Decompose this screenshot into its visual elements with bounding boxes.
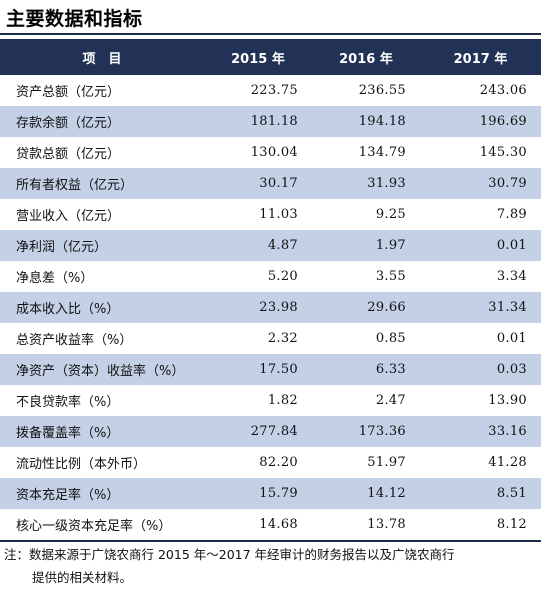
header-2016: 2016 年 [312, 39, 420, 75]
value-2015: 30.17 [204, 168, 312, 199]
row-label: 流动性比例（本外币） [16, 457, 147, 472]
value-2015: 2.32 [267, 331, 298, 346]
table-row: 流动性比例（本外币） 82.20 51.97 41.28 [0, 447, 541, 478]
table-row: 不良贷款率（%） 1.82 2.47 13.90 [0, 385, 541, 416]
table-row: 核心一级资本充足率（%） 14.68 13.78 8.12 [0, 509, 541, 540]
row-label: 资本充足率（%） [0, 478, 204, 509]
table-row: 营业收入（亿元） 11.03 9.25 7.89 [0, 199, 541, 230]
value-2015: 5.20 [267, 269, 298, 284]
value-2017: 41.28 [488, 455, 527, 470]
value-2015: 82.20 [259, 455, 298, 470]
page-title: 主要数据和指标 [6, 8, 143, 30]
row-label: 净资产（资本）收益率（%） [0, 354, 204, 385]
footnote-line-1: 注：数据来源于广饶农商行 2015 年～2017 年经审计的财务报告以及广饶农商… [4, 547, 455, 562]
value-2015: 14.68 [259, 517, 298, 532]
table-row: 资产总额（亿元） 223.75 236.55 243.06 [0, 75, 541, 106]
value-2016: 13.78 [367, 517, 406, 532]
value-2016: 51.97 [367, 455, 406, 470]
key-indicators-table: 项 目 2015 年 2016 年 2017 年 资产总额（亿元） 223.75 2… [0, 39, 541, 540]
table-row: 资本充足率（%） 15.79 14.12 8.51 [0, 478, 541, 509]
value-2015: 223.75 [250, 83, 298, 98]
value-2015: 17.50 [204, 354, 312, 385]
table-row: 存款余额（亿元） 181.18 194.18 196.69 [0, 106, 541, 137]
row-label: 核心一级资本充足率（%） [16, 519, 172, 534]
value-2017: 13.90 [488, 393, 527, 408]
table-row: 总资产收益率（%） 2.32 0.85 0.01 [0, 323, 541, 354]
value-2016: 31.93 [312, 168, 420, 199]
row-label: 资产总额（亿元） [16, 85, 121, 100]
value-2016: 134.79 [358, 145, 406, 160]
value-2016: 14.12 [312, 478, 420, 509]
row-label: 营业收入（亿元） [16, 209, 121, 224]
value-2017: 7.89 [496, 207, 527, 222]
value-2017: 0.01 [496, 331, 527, 346]
row-label: 成本收入比（%） [0, 292, 204, 323]
value-2017: 243.06 [479, 83, 527, 98]
top-divider [0, 33, 541, 35]
table-row: 所有者权益（亿元） 30.17 31.93 30.79 [0, 168, 541, 199]
table-header-row: 项 目 2015 年 2016 年 2017 年 [0, 39, 541, 75]
bottom-divider [0, 540, 541, 542]
row-label: 所有者权益（亿元） [0, 168, 204, 199]
value-2016: 9.25 [375, 207, 406, 222]
value-2017: 8.12 [496, 517, 527, 532]
row-label: 净利润（亿元） [0, 230, 204, 261]
value-2016: 3.55 [375, 269, 406, 284]
value-2017: 0.01 [420, 230, 541, 261]
value-2017: 145.30 [479, 145, 527, 160]
row-label: 净息差（%） [16, 271, 94, 286]
value-2017: 30.79 [420, 168, 541, 199]
table-footnote: 注：数据来源于广饶农商行 2015 年～2017 年经审计的财务报告以及广饶农商… [4, 543, 538, 589]
value-2016: 1.97 [312, 230, 420, 261]
row-label: 存款余额（亿元） [0, 106, 204, 137]
value-2016: 236.55 [358, 83, 406, 98]
row-label: 贷款总额（亿元） [16, 147, 121, 162]
table-row: 贷款总额（亿元） 130.04 134.79 145.30 [0, 137, 541, 168]
value-2016: 6.33 [312, 354, 420, 385]
value-2017: 8.51 [420, 478, 541, 509]
value-2015: 4.87 [204, 230, 312, 261]
value-2016: 194.18 [312, 106, 420, 137]
value-2016: 29.66 [312, 292, 420, 323]
table-row: 净息差（%） 5.20 3.55 3.34 [0, 261, 541, 292]
value-2017: 33.16 [420, 416, 541, 447]
header-2015: 2015 年 [204, 39, 312, 75]
value-2016: 2.47 [375, 393, 406, 408]
row-label: 不良贷款率（%） [16, 395, 120, 410]
table-row: 净资产（资本）收益率（%） 17.50 6.33 0.03 [0, 354, 541, 385]
value-2017: 196.69 [420, 106, 541, 137]
value-2015: 15.79 [204, 478, 312, 509]
value-2015: 130.04 [250, 145, 298, 160]
value-2016: 173.36 [312, 416, 420, 447]
value-2015: 11.03 [259, 207, 298, 222]
value-2015: 181.18 [204, 106, 312, 137]
value-2017: 3.34 [496, 269, 527, 284]
value-2015: 23.98 [204, 292, 312, 323]
header-2017: 2017 年 [420, 39, 541, 75]
header-item: 项 目 [0, 39, 204, 75]
row-label: 拨备覆盖率（%） [0, 416, 204, 447]
table-row: 成本收入比（%） 23.98 29.66 31.34 [0, 292, 541, 323]
value-2017: 31.34 [420, 292, 541, 323]
value-2017: 0.03 [420, 354, 541, 385]
table-row: 净利润（亿元） 4.87 1.97 0.01 [0, 230, 541, 261]
value-2015: 277.84 [204, 416, 312, 447]
value-2016: 0.85 [375, 331, 406, 346]
value-2015: 1.82 [267, 393, 298, 408]
footnote-line-2: 提供的相关材料。 [32, 570, 133, 585]
table-row: 拨备覆盖率（%） 277.84 173.36 33.16 [0, 416, 541, 447]
row-label: 总资产收益率（%） [16, 333, 133, 348]
